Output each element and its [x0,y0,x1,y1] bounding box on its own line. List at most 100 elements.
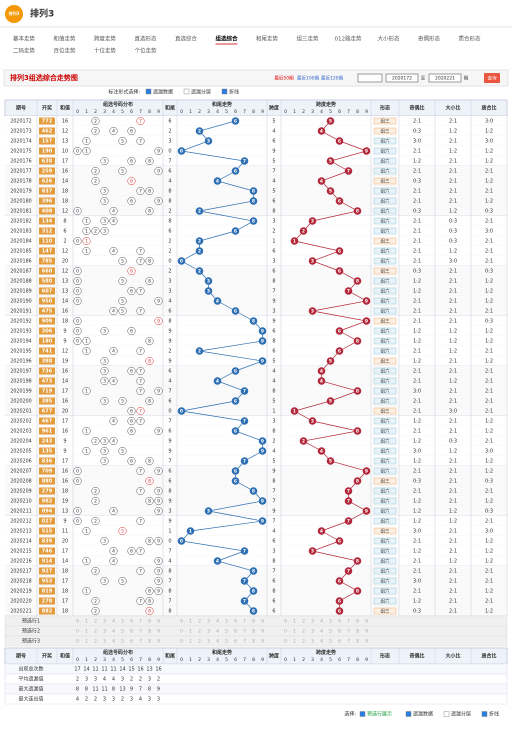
preselect-digit[interactable]: 6 [234,629,237,635]
preselect-digit[interactable]: 1 [189,639,192,645]
preselect-digit[interactable]: 6 [130,639,133,645]
preselect-digit[interactable]: 5 [121,629,124,635]
preselect-digit[interactable]: 7 [243,639,246,645]
preselect-digit[interactable]: 0 [76,619,79,625]
preselect-digit[interactable]: 5 [329,639,332,645]
nav-tab[interactable]: 基本走势 [13,35,36,43]
preselect-digit[interactable]: 8 [148,619,151,625]
nav-tab[interactable]: 质合形态 [458,35,481,43]
preselect-digit[interactable]: 7 [243,619,246,625]
preselect-digit[interactable]: 0 [180,619,183,625]
preselect-digit[interactable]: 9 [365,639,368,645]
preselect-digit[interactable]: 9 [261,639,264,645]
checkbox[interactable] [183,88,190,95]
preselect-digit[interactable]: 1 [293,639,296,645]
preselect-digit[interactable]: 9 [365,619,368,625]
preselect-digit[interactable]: 9 [157,639,160,645]
preselect-digit[interactable]: 7 [347,629,350,635]
preselect-digit[interactable]: 2 [94,629,97,635]
preselect-digit[interactable]: 0 [284,619,287,625]
preselect-digit[interactable]: 0 [76,629,79,635]
preselect-digit[interactable]: 0 [284,639,287,645]
preselect-digit[interactable]: 7 [347,619,350,625]
preselect-digit[interactable]: 2 [302,639,305,645]
nav-tab[interactable]: 十位走势 [94,47,117,55]
issue-from-box[interactable] [385,73,419,83]
nav-tab[interactable]: 百位走势 [53,47,76,55]
preselect-digit[interactable]: 2 [94,619,97,625]
preselect-digit[interactable]: 3 [103,629,106,635]
preselect-digit[interactable]: 5 [225,619,228,625]
preselect-digit[interactable]: 2 [94,639,97,645]
preselect-digit[interactable]: 8 [252,639,255,645]
nav-tab[interactable]: 和值走势 [53,35,76,43]
preselect-digit[interactable]: 1 [85,619,88,625]
preselect-digit[interactable]: 1 [189,629,192,635]
preselect-digit[interactable]: 8 [252,619,255,625]
preselect-digit[interactable]: 7 [139,619,142,625]
preselect-digit[interactable]: 4 [112,639,115,645]
range-option[interactable]: 最近100期 [297,75,320,82]
checkbox[interactable] [145,88,152,95]
preselect-digit[interactable]: 6 [338,619,341,625]
preselect-digit[interactable]: 5 [121,639,124,645]
preselect-digit[interactable]: 3 [207,619,210,625]
preselect-digit[interactable]: 2 [198,629,201,635]
nav-tab[interactable]: 组三走势 [296,35,319,43]
preselect-digit[interactable]: 9 [261,619,264,625]
issue-to-box[interactable] [428,73,462,83]
preselect-digit[interactable]: 1 [189,619,192,625]
preselect-digit[interactable]: 7 [139,629,142,635]
nav-tab[interactable]: 和尾走势 [256,35,279,43]
preselect-digit[interactable]: 4 [320,639,323,645]
nav-tab[interactable]: 直选形态 [134,35,157,43]
nav-tab[interactable]: 直选综合 [175,35,198,43]
preselect-digit[interactable]: 2 [302,629,305,635]
preselect-digit[interactable]: 6 [338,629,341,635]
preselect-digit[interactable]: 5 [121,619,124,625]
preselect-digit[interactable]: 5 [329,629,332,635]
preselect-digit[interactable]: 9 [261,629,264,635]
nav-tab[interactable]: 个位走势 [134,47,157,55]
preselect-digit[interactable]: 3 [103,619,106,625]
preselect-digit[interactable]: 2 [302,619,305,625]
preselect-digit[interactable]: 9 [157,619,160,625]
preselect-digit[interactable]: 8 [356,639,359,645]
preselect-digit[interactable]: 2 [198,639,201,645]
preselect-digit[interactable]: 8 [252,629,255,635]
checkbox[interactable] [221,88,228,95]
nav-tab[interactable]: 跨度走势 [94,35,117,43]
period-select[interactable] [357,73,383,83]
nav-tab[interactable]: 大小形态 [377,35,400,43]
preselect-digit[interactable]: 6 [234,639,237,645]
preselect-digit[interactable]: 1 [293,629,296,635]
preselect-digit[interactable]: 1 [293,619,296,625]
preselect-digit[interactable]: 4 [320,619,323,625]
preselect-digit[interactable]: 0 [76,639,79,645]
preselect-digit[interactable]: 0 [284,629,287,635]
preselect-digit[interactable]: 4 [216,629,219,635]
checkbox[interactable] [359,711,366,717]
preselect-digit[interactable]: 3 [311,639,314,645]
checkbox[interactable] [481,711,488,717]
preselect-digit[interactable]: 3 [311,619,314,625]
preselect-digit[interactable]: 4 [112,619,115,625]
preselect-digit[interactable]: 6 [130,619,133,625]
preselect-digit[interactable]: 7 [139,639,142,645]
preselect-digit[interactable]: 3 [207,639,210,645]
preselect-row[interactable] [4,625,508,637]
nav-tab[interactable]: 二码走势 [13,47,36,55]
preselect-digit[interactable]: 4 [112,629,115,635]
preselect-digit[interactable]: 9 [365,629,368,635]
preselect-digit[interactable]: 5 [225,629,228,635]
preselect-digit[interactable]: 7 [347,639,350,645]
preselect-digit[interactable]: 6 [234,619,237,625]
preselect-digit[interactable]: 0 [180,629,183,635]
preselect-digit[interactable]: 4 [216,639,219,645]
preselect-digit[interactable]: 8 [356,629,359,635]
preselect-digit[interactable]: 8 [148,629,151,635]
nav-tab[interactable]: 奇偶形态 [418,35,441,43]
preselect-digit[interactable]: 4 [320,629,323,635]
preselect-digit[interactable]: 0 [180,639,183,645]
preselect-digit[interactable]: 4 [216,619,219,625]
